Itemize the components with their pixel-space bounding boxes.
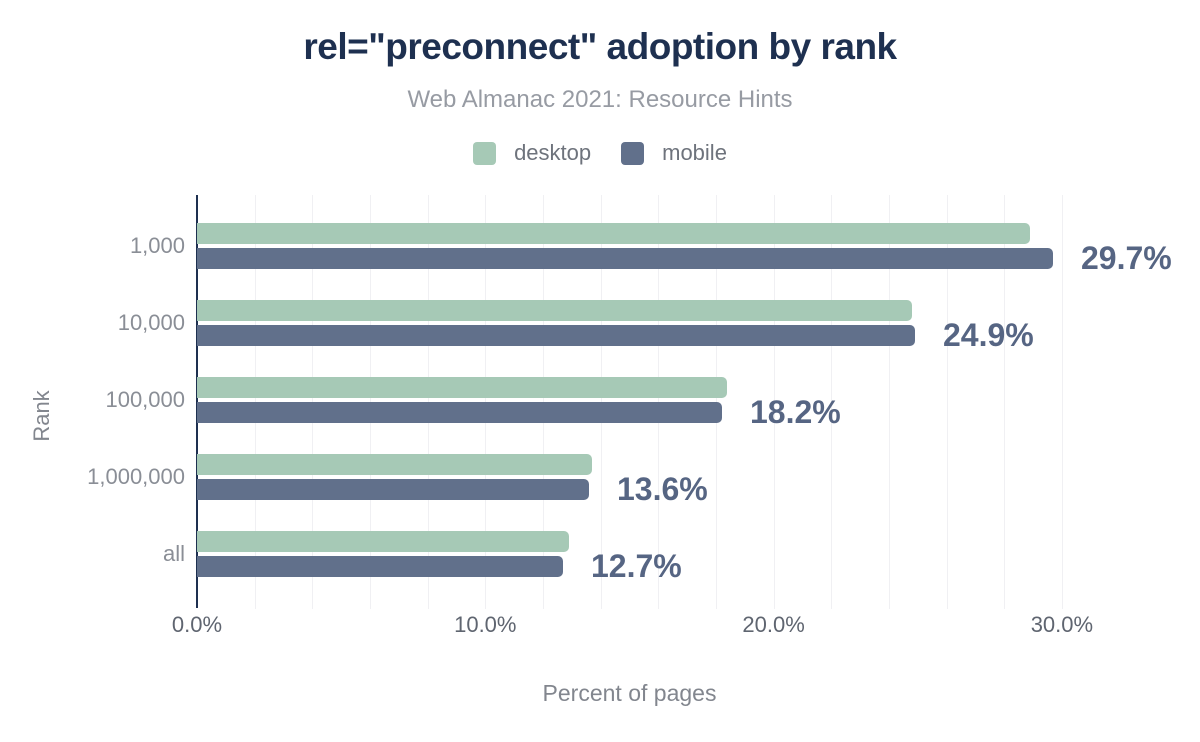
x-axis-tick-label: 0.0%	[171, 612, 223, 637]
bar-value-label: 29.7%	[1081, 240, 1172, 276]
bar-value-label: 24.9%	[943, 317, 1034, 353]
chart-subtitle: Web Almanac 2021: Resource Hints	[407, 86, 793, 113]
bar-mobile	[197, 402, 722, 423]
x-axis-title: Percent of pages	[542, 680, 717, 706]
y-category-label: 100,000	[105, 387, 185, 412]
bar-desktop	[197, 300, 912, 321]
legend-item-mobile: mobile	[621, 140, 727, 166]
gridline	[888, 195, 890, 609]
gridline	[1061, 195, 1063, 609]
gridline	[946, 195, 948, 609]
y-axis-title: Rank	[29, 390, 54, 442]
x-axis-tick-label: 10.0%	[454, 612, 517, 637]
y-category-label: all	[162, 541, 185, 566]
bar-desktop	[197, 531, 569, 552]
bar-desktop	[197, 454, 592, 475]
y-axis-line	[196, 195, 198, 608]
bar-mobile	[197, 479, 589, 500]
bar-mobile	[197, 325, 915, 346]
bar-value-label: 12.7%	[591, 548, 682, 584]
gridline	[773, 195, 775, 609]
legend-label-mobile: mobile	[662, 140, 727, 165]
legend: desktop mobile	[0, 140, 1200, 166]
y-category-label: 1,000,000	[87, 464, 185, 489]
legend-swatch-desktop-icon	[473, 141, 497, 165]
x-axis-tick-label: 30.0%	[1030, 612, 1094, 637]
legend-swatch-mobile-icon	[621, 141, 645, 165]
bar-value-label: 13.6%	[617, 471, 708, 507]
y-category-label: 10,000	[117, 310, 185, 335]
chart-title: rel="preconnect" adoption by rank	[303, 26, 897, 67]
y-category-label: 1,000	[129, 233, 185, 258]
bar-desktop	[197, 223, 1030, 244]
gridline	[831, 195, 833, 609]
legend-label-desktop: desktop	[514, 140, 592, 165]
bar-mobile	[197, 248, 1053, 269]
bar-value-label: 18.2%	[750, 394, 841, 430]
bar-mobile	[197, 556, 563, 577]
bar-desktop	[197, 377, 727, 398]
x-axis-tick-label: 20.0%	[742, 612, 805, 637]
gridline	[1004, 195, 1006, 609]
legend-item-desktop: desktop	[473, 140, 591, 166]
